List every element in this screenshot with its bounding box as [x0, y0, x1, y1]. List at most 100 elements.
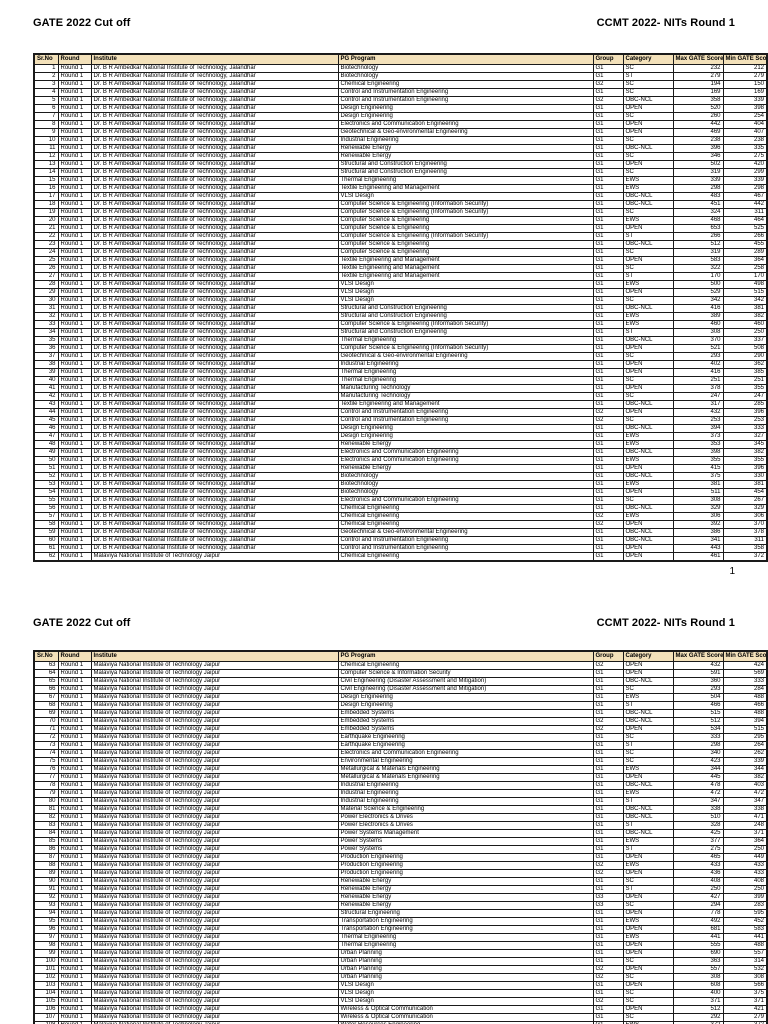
- cell-category: SC: [622, 152, 674, 161]
- cell-category: EWS: [622, 917, 674, 926]
- cell-min-gate-score: 248: [722, 821, 768, 830]
- cell-max-gate-score: 378: [672, 384, 724, 393]
- table-row: 76 Round 1 Malaviya National Institute of …: [33, 765, 768, 774]
- cell-round: Round 1: [57, 160, 92, 169]
- cell-institute: Dr. B R Ambedkar National Institute of T…: [90, 336, 339, 345]
- table-row: 94 Round 1 Malaviya National Institute of …: [33, 909, 768, 918]
- table-row: 80 Round 1 Malaviya National Institute of …: [33, 797, 768, 806]
- cell-max-gate-score: 253: [672, 416, 724, 425]
- cell-min-gate-score: 254: [722, 112, 768, 121]
- cell-institute: Malaviya National Institute of Technolog…: [90, 829, 339, 838]
- cell-max-gate-score: 353: [672, 440, 724, 449]
- cell-pg-program: Structural and Construction Engineering: [337, 168, 594, 177]
- cell-srno: 18: [33, 200, 59, 209]
- cell-round: Round 1: [57, 725, 92, 734]
- table-row: 91 Round 1 Malaviya National Institute of …: [33, 885, 768, 894]
- cell-pg-program: Textile Engineering and Management: [337, 256, 594, 265]
- cell-min-gate-score: 488: [722, 709, 768, 718]
- cell-institute: Dr. B R Ambedkar National Institute of T…: [90, 176, 339, 185]
- cell-pg-program: Transportation Engineering: [337, 925, 594, 934]
- table-row: 40 Round 1 Dr. B R Ambedkar National Insti…: [33, 376, 768, 385]
- table-row: 28 Round 1 Dr. B R Ambedkar National Insti…: [33, 280, 768, 289]
- table-row: 49 Round 1 Dr. B R Ambedkar National Insti…: [33, 448, 768, 457]
- cell-srno: 55: [33, 496, 59, 505]
- cell-institute: Dr. B R Ambedkar National Institute of T…: [90, 224, 339, 233]
- cell-round: Round 1: [57, 997, 92, 1006]
- cell-round: Round 1: [57, 520, 92, 529]
- table-row: 68 Round 1 Malaviya National Institute of …: [33, 701, 768, 710]
- cell-max-gate-score: 451: [672, 200, 724, 209]
- cell-max-gate-score: 653: [672, 224, 724, 233]
- cell-srno: 17: [33, 192, 59, 201]
- cell-category: OBC-NCL: [622, 829, 674, 838]
- cell-pg-program: Power Systems: [337, 845, 594, 854]
- cell-category: SC: [622, 168, 674, 177]
- table-row: 96 Round 1 Malaviya National Institute of …: [33, 925, 768, 934]
- cell-institute: Dr. B R Ambedkar National Institute of T…: [90, 296, 339, 305]
- cell-srno: 101: [33, 965, 59, 974]
- cell-max-gate-score: 338: [672, 805, 724, 814]
- cell-min-gate-score: 403: [722, 781, 768, 790]
- cell-group: G1: [592, 392, 624, 401]
- cell-group: G1: [592, 757, 624, 766]
- cell-min-gate-score: 253: [722, 416, 768, 425]
- cell-srno: 34: [33, 328, 59, 337]
- cell-srno: 95: [33, 917, 59, 926]
- cell-min-gate-score: 515: [722, 288, 768, 297]
- table-row: 12 Round 1 Dr. B R Ambedkar National Insti…: [33, 152, 768, 161]
- table-row: 53 Round 1 Dr. B R Ambedkar National Insti…: [33, 480, 768, 489]
- cell-min-gate-score: 335: [722, 144, 768, 153]
- cell-srno: 3: [33, 80, 59, 89]
- cell-round: Round 1: [57, 709, 92, 718]
- cell-pg-program: Renewable Energy: [337, 440, 594, 449]
- cell-institute: Malaviya National Institute of Technolog…: [90, 821, 339, 830]
- cell-max-gate-score: 381: [672, 480, 724, 489]
- table-row: 103 Round 1 Malaviya National Institute of…: [33, 981, 768, 990]
- cell-max-gate-score: 394: [672, 424, 724, 433]
- cell-pg-program: Power Electronics & Drives: [337, 813, 594, 822]
- cell-min-gate-score: 372: [722, 1021, 768, 1024]
- cell-round: Round 1: [57, 384, 92, 393]
- cell-round: Round 1: [57, 88, 92, 97]
- cell-min-gate-score: 311: [722, 208, 768, 217]
- cell-pg-program: Thermal Engineering: [337, 336, 594, 345]
- cell-max-gate-score: 275: [672, 845, 724, 854]
- cell-min-gate-score: 285: [722, 400, 768, 409]
- cell-institute: Dr. B R Ambedkar National Institute of T…: [90, 168, 339, 177]
- cell-group: G1: [592, 957, 624, 966]
- cell-max-gate-score: 341: [672, 536, 724, 545]
- cell-srno: 82: [33, 813, 59, 822]
- cell-srno: 29: [33, 288, 59, 297]
- cell-group: G1: [592, 917, 624, 926]
- cell-institute: Malaviya National Institute of Technolog…: [90, 781, 339, 790]
- table-row: 81 Round 1 Malaviya National Institute of …: [33, 805, 768, 814]
- cell-category: OPEN: [622, 1005, 674, 1014]
- table-row: 105 Round 1 Malaviya National Institute of…: [33, 997, 768, 1006]
- cell-min-gate-score: 338: [722, 805, 768, 814]
- cell-group: G1: [592, 256, 624, 265]
- table-row: 66 Round 1 Malaviya National Institute of …: [33, 685, 768, 694]
- cell-group: G1: [592, 320, 624, 329]
- cell-max-gate-score: 328: [672, 821, 724, 830]
- cell-institute: Dr. B R Ambedkar National Institute of T…: [90, 408, 339, 417]
- cell-institute: Dr. B R Ambedkar National Institute of T…: [90, 64, 339, 73]
- cell-institute: Dr. B R Ambedkar National Institute of T…: [90, 240, 339, 249]
- cell-pg-program: Textile Engineering and Management: [337, 184, 594, 193]
- cell-group: G1: [592, 88, 624, 97]
- cell-pg-program: Electronics and Communication Engineerin…: [337, 120, 594, 129]
- cell-pg-program: Power Electronics & Drives: [337, 821, 594, 830]
- cell-max-gate-score: 342: [672, 296, 724, 305]
- cell-max-gate-score: 308: [672, 496, 724, 505]
- table-row: 69 Round 1 Malaviya National Institute of …: [33, 709, 768, 718]
- cell-group: G1: [592, 192, 624, 201]
- cell-group: G2: [592, 80, 624, 89]
- cell-min-gate-score: 370: [722, 520, 768, 529]
- cell-pg-program: Biotechnology: [337, 488, 594, 497]
- cell-srno: 74: [33, 749, 59, 758]
- cell-srno: 25: [33, 256, 59, 265]
- cell-round: Round 1: [57, 344, 92, 353]
- cell-group: G2: [592, 861, 624, 870]
- page1-tbody: 1 Round 1 Dr. B R Ambedkar National Instit…: [33, 64, 768, 562]
- cell-round: Round 1: [57, 1005, 92, 1014]
- cell-round: Round 1: [57, 749, 92, 758]
